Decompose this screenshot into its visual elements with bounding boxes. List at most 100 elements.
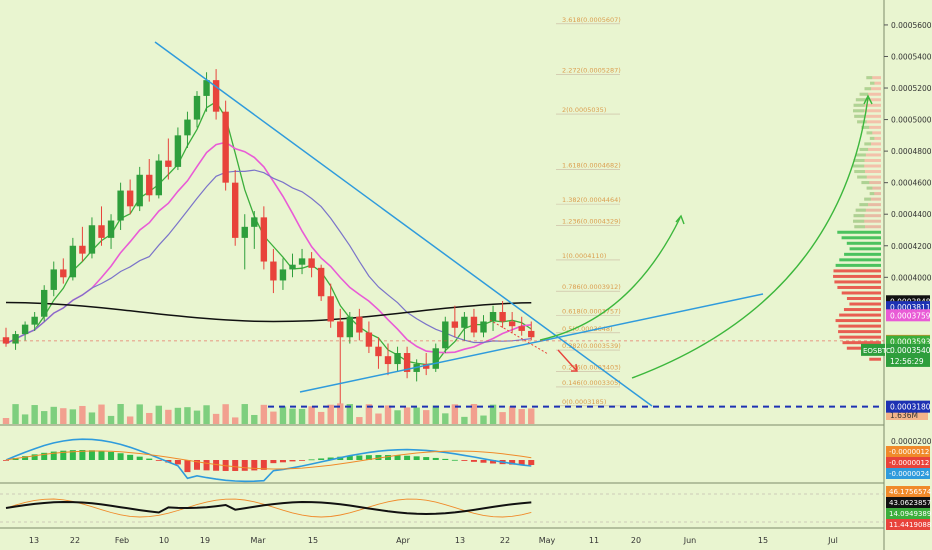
volume-profile-bar xyxy=(869,136,875,140)
macd-histogram-bar xyxy=(346,456,353,460)
macd-histogram-bar xyxy=(251,460,258,471)
candle-body xyxy=(12,334,19,344)
volume-profile-bar xyxy=(839,258,881,262)
macd-tag-label: -0.0000012 xyxy=(889,448,929,456)
volume-profile-bar xyxy=(869,192,881,196)
volume-profile-bar xyxy=(853,158,865,162)
volume-bar xyxy=(298,408,306,424)
candle-body xyxy=(298,258,306,265)
volume-profile-bar xyxy=(853,158,881,162)
volume-bar xyxy=(193,410,201,424)
candle-body xyxy=(394,353,401,365)
volume-profile-bar xyxy=(853,219,865,223)
volume-profile-bar xyxy=(855,153,881,157)
volume-bar xyxy=(107,415,115,424)
time-tick-label: 10 xyxy=(159,536,169,545)
price-tag-label: 0.0003540 xyxy=(890,346,931,355)
volume-profile-bar xyxy=(837,230,881,234)
volume-bar xyxy=(499,412,506,424)
volume-bar xyxy=(146,412,153,424)
price-tags-layer: 1.636M0.00038480.00038110.00037590.00035… xyxy=(861,295,932,530)
volume-bar xyxy=(432,405,439,424)
fib-level-label: 0.146(0.0003305) xyxy=(562,379,621,387)
volume-bar xyxy=(356,417,363,424)
volume-bar xyxy=(88,412,96,424)
ascending-trendline xyxy=(299,293,764,393)
price-tick-label: 0.0005600 xyxy=(891,21,932,30)
candle-body xyxy=(432,348,439,369)
price-tick-label: 0.0004200 xyxy=(891,242,932,251)
volume-profile-bar xyxy=(842,341,881,345)
volume-bar xyxy=(184,407,191,424)
macd-histogram-bar xyxy=(270,460,277,464)
candle-body xyxy=(60,269,67,278)
volume-profile-bar xyxy=(841,291,881,295)
macd-histogram-bar xyxy=(470,460,477,462)
fib-level-label: 0.382(0.0003539) xyxy=(562,342,621,350)
price-tag xyxy=(886,354,930,367)
volume-bar xyxy=(60,408,67,424)
macd-histogram-bar xyxy=(518,460,525,465)
volume-profile-bar xyxy=(857,120,881,124)
price-tag-label: 0.0003180 xyxy=(890,403,931,412)
volume-tag xyxy=(886,409,928,420)
macd-histogram-bar xyxy=(413,456,420,460)
candle-body xyxy=(241,226,248,238)
price-tag-label: 0.0003759 xyxy=(890,311,931,320)
volume-profile-bar xyxy=(838,324,881,328)
candle-body xyxy=(470,316,478,333)
price-tag xyxy=(886,309,930,322)
volume-bar xyxy=(174,407,182,424)
candle-body xyxy=(165,160,172,167)
volume-bar xyxy=(232,417,239,424)
volume-profile-bar xyxy=(869,136,881,140)
macd-histogram-bar xyxy=(3,460,9,461)
rsi-line xyxy=(5,500,532,516)
fib-level-label: 1.382(0.0004464) xyxy=(562,196,621,204)
candle-body xyxy=(317,267,325,297)
price-tag xyxy=(886,343,930,356)
macd-histogram-bar xyxy=(404,455,411,460)
macd-tag xyxy=(886,457,930,468)
macd-line xyxy=(5,438,532,483)
volume-bar xyxy=(165,409,172,424)
volume-profile-bar xyxy=(859,203,869,207)
price-tick-label: 0.0005000 xyxy=(891,116,932,125)
fib-level-label: 0(0.0003185) xyxy=(562,398,606,406)
candle-body xyxy=(174,135,182,167)
volume-profile-bar xyxy=(834,280,881,284)
volume-profile-bar xyxy=(841,236,881,240)
volume-profile-bar xyxy=(869,357,881,361)
ma-pink-line xyxy=(5,141,532,354)
macd-histogram-bar xyxy=(31,454,38,460)
volume-profile-bar xyxy=(866,186,881,190)
volume-profile-bar xyxy=(870,81,875,85)
volume-profile-bar xyxy=(859,147,881,151)
candle-body xyxy=(337,321,344,338)
volume-bar xyxy=(375,413,382,424)
volume-profile-bar xyxy=(853,103,865,107)
macd-histogram-bar xyxy=(308,459,315,461)
candle-body xyxy=(126,190,134,207)
price-tick-label: 0.0005200 xyxy=(891,84,932,93)
candle-body xyxy=(260,217,268,262)
rsi-pane xyxy=(0,493,884,523)
axes-layer: 0.0005600 0.0005400 0.0005200 0.0005000 0.00… xyxy=(29,21,932,545)
volume-profile-bar xyxy=(861,125,881,129)
volume-bar xyxy=(260,404,268,424)
macd-tag xyxy=(886,446,930,457)
time-tick-label: Feb xyxy=(115,536,129,545)
volume-profile-bar xyxy=(855,208,881,212)
macd-histogram-bar xyxy=(289,460,296,462)
volume-bar xyxy=(442,413,449,424)
macd-histogram-bar xyxy=(528,460,535,465)
drawings-layer xyxy=(0,41,884,408)
volume-bar xyxy=(317,411,325,424)
candle-body xyxy=(423,364,430,369)
volume-profile-bar xyxy=(853,109,865,113)
macd-histogram-bar xyxy=(50,451,57,460)
volume-bar xyxy=(212,413,220,424)
candle-body xyxy=(279,269,287,281)
price-tag-label: 12:56:29 xyxy=(890,357,924,366)
